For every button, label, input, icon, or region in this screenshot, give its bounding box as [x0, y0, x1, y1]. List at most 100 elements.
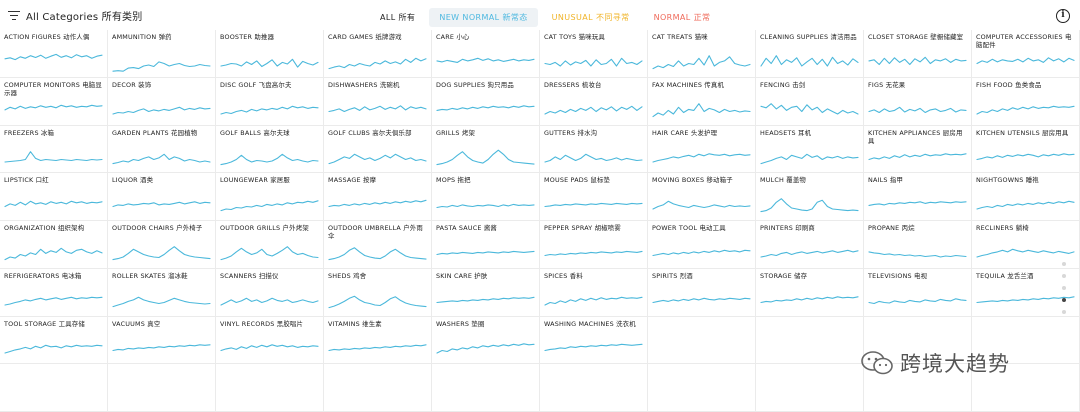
sparkline-panel[interactable]: FREEZERS 冰箱	[0, 125, 108, 174]
sparkline-panel[interactable]: PROPANE 丙烷	[864, 221, 972, 269]
sparkline-panel[interactable]: VACUUMS 真空	[108, 316, 216, 365]
sparkline-chart	[976, 105, 1075, 115]
tab-normal[interactable]: NORMAL 正常	[653, 13, 711, 22]
sparkline-panel[interactable]: AMMUNITION 弹药	[108, 30, 216, 78]
sparkline-panel[interactable]: CAT TREATS 猫咪	[648, 30, 756, 78]
sparkline-series	[4, 247, 103, 261]
panel-label: LOUNGEWEAR 家居服	[220, 176, 290, 185]
sparkline-panel[interactable]: GOLF CLUBS 高尔夫俱乐部	[324, 125, 432, 174]
sparkline-panel[interactable]: FIGS 无花果	[864, 77, 972, 126]
sparkline-series	[760, 55, 859, 67]
sparkline-panel[interactable]: ACTION FIGURES 动作人偶	[0, 30, 108, 78]
sparkline-panel[interactable]: DRESSERS 梳妆台	[540, 77, 648, 126]
sparkline-panel[interactable]: HAIR CARE 头发护理	[648, 125, 756, 174]
sparkline-series	[868, 298, 967, 304]
sparkline-panel[interactable]: SPIRITS 烈酒	[648, 268, 756, 317]
sparkline-panel[interactable]: CARD GAMES 纸牌游戏	[324, 30, 432, 78]
sparkline-panel[interactable]: BOOSTER 助推器	[216, 30, 324, 78]
panel-label: KITCHEN UTENSILS 厨房用具	[976, 128, 1069, 137]
page-dot[interactable]	[1062, 298, 1066, 302]
page-dot[interactable]	[1062, 274, 1066, 278]
sparkline-chart	[220, 200, 319, 212]
sparkline-chart	[760, 153, 859, 164]
sparkline-chart	[652, 55, 751, 70]
sparkline-panel[interactable]: MOPS 拖把	[432, 173, 540, 221]
sparkline-panel[interactable]: OUTDOOR CHAIRS 户外椅子	[108, 221, 216, 269]
sparkline-panel[interactable]: TELEVISIONS 电视	[864, 268, 972, 317]
sparkline-panel[interactable]: GRILLS 烤架	[432, 125, 540, 174]
tab-all[interactable]: ALL 所有	[380, 13, 416, 22]
panel-label: STORAGE 储存	[760, 271, 808, 280]
sparkline-series	[220, 105, 319, 115]
sparkline-panel[interactable]: CLEANING SUPPLIES 清洁用品	[756, 30, 864, 78]
sparkline-panel[interactable]: OUTDOOR UMBRELLA 户外雨伞	[324, 221, 432, 269]
sparkline-panel[interactable]: FENCING 击剑	[756, 77, 864, 126]
sparkline-panel[interactable]: KITCHEN UTENSILS 厨房用具	[972, 125, 1080, 174]
sparkline-panel[interactable]: WASHERS 垫圈	[432, 316, 540, 365]
sparkline-panel[interactable]: KITCHEN APPLIANCES 厨房用具	[864, 125, 972, 174]
sparkline-panel[interactable]: COMPUTER MONITORS 电脑显示器	[0, 77, 108, 126]
sparkline-panel[interactable]: SCANNERS 扫描仪	[216, 268, 324, 317]
sparkline-panel[interactable]: PEPPER SPRAY 胡椒喷雾	[540, 221, 648, 269]
panel-label: DISC GOLF 飞盘高尔夫	[220, 80, 292, 89]
wechat-logo-icon	[861, 351, 893, 375]
page-dot[interactable]	[1062, 262, 1066, 266]
tab-unusual[interactable]: UNUSUAL 不同寻常	[551, 13, 630, 22]
filter-icon[interactable]	[8, 10, 20, 21]
sparkline-panel[interactable]: DOG SUPPLIES 狗只用品	[432, 77, 540, 126]
sparkline-panel[interactable]: CAT TOYS 猫咪玩具	[540, 30, 648, 78]
sparkline-panel[interactable]: TOOL STORAGE 工具存储	[0, 316, 108, 365]
sparkline-panel[interactable]: SHEDS 鸡舍	[324, 268, 432, 317]
sparkline-panel[interactable]: ORGANIZATION 组织架构	[0, 221, 108, 269]
sparkline-panel[interactable]: HEADSETS 耳机	[756, 125, 864, 174]
sparkline-panel[interactable]: PRINTERS 印刷商	[756, 221, 864, 269]
sparkline-panel[interactable]: REFRIGERATORS 电冰箱	[0, 268, 108, 317]
sparkline-panel[interactable]: MOVING BOXES 移动箱子	[648, 173, 756, 221]
sparkline-panel[interactable]: VITAMINS 维生素	[324, 316, 432, 365]
sparkline-panel[interactable]: VINYL RECORDS 黑胶唱片	[216, 316, 324, 365]
sparkline-panel[interactable]: ROLLER SKATES 溜冰鞋	[108, 268, 216, 317]
sparkline-panel[interactable]: MULCH 覆盖物	[756, 173, 864, 221]
sparkline-panel[interactable]: COMPUTER ACCESSORIES 电脑配件	[972, 30, 1080, 78]
sparkline-panel[interactable]: GUTTERS 排水沟	[540, 125, 648, 174]
sparkline-panel[interactable]: NAILS 指甲	[864, 173, 972, 221]
sparkline-series	[544, 296, 643, 306]
sparkline-panel[interactable]: DISC GOLF 飞盘高尔夫	[216, 77, 324, 126]
sparkline-panel[interactable]: DECOR 装饰	[108, 77, 216, 126]
sparkline-panel[interactable]: FISH FOOD 鱼类食品	[972, 77, 1080, 126]
sparkline-panel[interactable]: SKIN CARE 护肤	[432, 268, 540, 317]
sparkline-panel[interactable]: OUTDOOR GRILLS 户外烤架	[216, 221, 324, 269]
sparkline-panel[interactable]: WASHING MACHINES 洗衣机	[540, 316, 648, 365]
empty-panel	[108, 364, 216, 412]
empty-panel	[0, 364, 108, 412]
sparkline-panel[interactable]: GARDEN PLANTS 花园植物	[108, 125, 216, 174]
sparkline-series	[436, 250, 535, 256]
sparkline-panel[interactable]: POWER TOOL 电动工具	[648, 221, 756, 269]
sparkline-panel[interactable]: DISHWASHERS 洗碗机	[324, 77, 432, 126]
sparkline-panel[interactable]: NIGHTGOWNS 睡袍	[972, 173, 1080, 221]
category-filter[interactable]: All Categories 所有类别	[8, 8, 142, 23]
page-dot[interactable]	[1062, 286, 1066, 290]
tab-new-normal[interactable]: NEW NORMAL 新常态	[429, 8, 538, 27]
info-icon[interactable]: i	[1056, 9, 1070, 23]
sparkline-panel[interactable]: GOLF BALLS 高尔夫球	[216, 125, 324, 174]
sparkline-chart	[544, 153, 643, 163]
sparkline-panel[interactable]: STORAGE 储存	[756, 268, 864, 317]
page-dot[interactable]	[1062, 310, 1066, 314]
sparkline-panel[interactable]: LIQUOR 酒类	[108, 173, 216, 221]
sparkline-panel[interactable]: FAX MACHINES 传真机	[648, 77, 756, 126]
sparkline-panel[interactable]: LOUNGEWEAR 家居服	[216, 173, 324, 221]
sparkline-panel[interactable]: MOUSE PADS 鼠标垫	[540, 173, 648, 221]
sparkline-series	[652, 297, 751, 303]
sparkline-panel[interactable]: MASSAGE 按摩	[324, 173, 432, 221]
sparkline-series	[868, 201, 967, 207]
sparkline-panel[interactable]: CARE 小心	[432, 30, 540, 78]
sparkline-panel[interactable]: SPICES 香料	[540, 268, 648, 317]
panel-label: TOOL STORAGE 工具存储	[4, 319, 85, 328]
sparkline-panel[interactable]: LIPSTICK 口红	[0, 173, 108, 221]
sparkline-chart	[868, 56, 967, 66]
sparkline-series	[976, 248, 1075, 258]
sparkline-panel[interactable]: CLOSET STORAGE 壁橱储藏室	[864, 30, 972, 78]
sparkline-panel[interactable]: PASTA SAUCE 酱酱	[432, 221, 540, 269]
sparkline-series	[652, 201, 751, 210]
